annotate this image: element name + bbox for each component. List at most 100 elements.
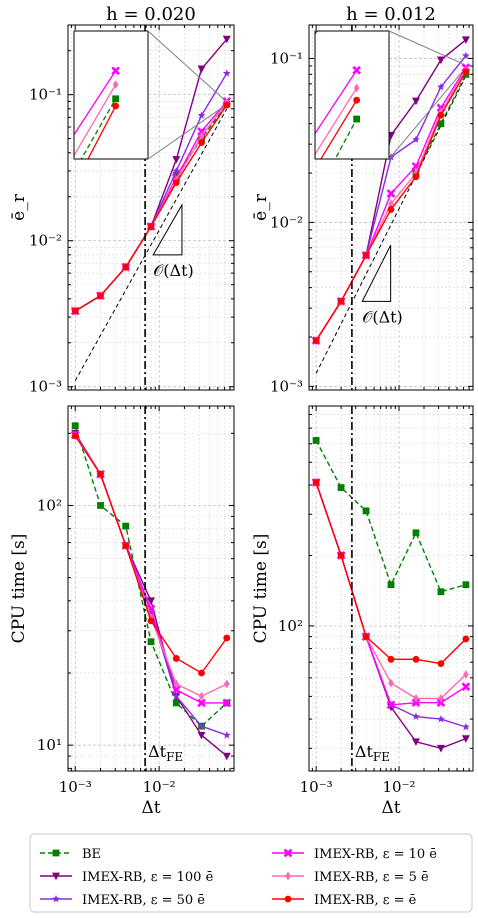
- panel-title: h = 0.012: [346, 4, 436, 25]
- data-point: [147, 617, 155, 625]
- legend-item-imex-rb-5: IMEX-RB, ε = 5 ē: [272, 870, 429, 885]
- data-point: [437, 82, 445, 91]
- data-point: [462, 51, 470, 59]
- inset-data-point: [111, 66, 120, 76]
- y-tick-label: 10⁻³: [270, 377, 303, 395]
- data-point: [172, 692, 181, 700]
- x-tick-label: 10⁻²: [143, 778, 176, 796]
- legend-marker: [285, 871, 291, 881]
- data-point: [411, 97, 420, 106]
- series-imex-rb: [312, 68, 470, 345]
- panel-cpu-h012: ΔtFE 10² 10⁻³ 10⁻² Δt CPU time [s]: [251, 405, 474, 818]
- data-point: [461, 36, 470, 44]
- data-point: [461, 735, 470, 743]
- data-point: [223, 634, 231, 642]
- data-point: [388, 678, 394, 688]
- series-imex-rb-10: [311, 478, 471, 710]
- legend-item-imex-rb-100: IMEX-RB, ε = 100 ē: [40, 870, 214, 885]
- data-point: [412, 135, 420, 143]
- inset-frame: [73, 30, 149, 160]
- series-be: [312, 437, 470, 596]
- data-point: [147, 223, 155, 230]
- inset-series-line: [74, 84, 117, 157]
- legend-label: IMEX-RB, ε = ē: [314, 893, 417, 908]
- data-point: [387, 581, 395, 589]
- data-point: [172, 167, 181, 175]
- grid: [309, 406, 473, 771]
- legend-item-be: BE: [40, 847, 101, 862]
- series-imex-rb-50: [312, 478, 470, 731]
- y-tick-label: 10²: [278, 617, 303, 635]
- panel-err-h012: 𝒪(Δt) 10⁻³ 10⁻² 10⁻¹ ē_r h = 0.012: [251, 4, 474, 395]
- data-point: [172, 172, 180, 179]
- data-point: [437, 715, 445, 723]
- y-tick-label: 10¹: [37, 736, 62, 754]
- data-point: [197, 698, 206, 708]
- y-axis-label: ē_r: [251, 193, 271, 221]
- y-tick-label: 10⁻²: [270, 213, 303, 231]
- inset-series-line: [315, 69, 358, 135]
- plot-area: [311, 437, 471, 753]
- legend-item-imex-rb-10: IMEX-RB, ε = 10 ē: [272, 847, 437, 862]
- data-point: [223, 101, 231, 109]
- data-point: [337, 484, 345, 491]
- data-point: [462, 68, 470, 76]
- y-tick-label: 10²: [37, 496, 62, 514]
- data-point: [222, 698, 232, 708]
- data-point: [437, 120, 445, 128]
- data-point: [198, 669, 205, 677]
- data-point: [388, 199, 394, 209]
- data-point: [197, 65, 206, 74]
- data-point: [71, 432, 79, 440]
- inset-data-point: [353, 96, 361, 104]
- data-point: [222, 731, 231, 739]
- x-axis-label: Δt: [381, 798, 400, 818]
- legend-label: IMEX-RB, ε = 5 ē: [314, 870, 429, 885]
- data-point: [173, 679, 180, 689]
- inset-series-line: [74, 70, 117, 136]
- y-tick-label: 10⁻³: [29, 378, 62, 396]
- legend-marker: [52, 895, 60, 903]
- slope-triangle: [152, 202, 183, 256]
- data-point: [197, 722, 206, 730]
- data-point: [387, 206, 395, 213]
- data-point: [462, 635, 470, 643]
- legend-marker: [52, 872, 60, 881]
- legend-frame: [29, 833, 473, 913]
- inset-background: [74, 31, 148, 159]
- legend-marker: [52, 849, 60, 857]
- data-point: [386, 700, 396, 710]
- x-tick-label: 10⁻³: [59, 778, 92, 796]
- data-point: [436, 56, 445, 65]
- data-point: [463, 670, 469, 679]
- legend-label: IMEX-RB, ε = 50 ē: [82, 893, 205, 908]
- inset-frame: [314, 30, 390, 160]
- inset-connector: [147, 106, 224, 160]
- x-tick-label: 10⁻²: [383, 778, 416, 796]
- series-imex-rb: [71, 101, 231, 315]
- zoom-inset: [314, 30, 463, 160]
- data-point: [412, 712, 420, 720]
- data-point: [222, 752, 231, 761]
- x-axis-label: Δt: [141, 798, 160, 818]
- inset-series-line: [80, 98, 117, 159]
- data-point: [413, 694, 419, 703]
- y-axis-label: CPU time [s]: [9, 534, 29, 644]
- data-point: [147, 638, 155, 646]
- data-point: [222, 35, 231, 44]
- inset-series-line: [320, 99, 358, 159]
- data-point: [172, 179, 180, 186]
- inset-data-point: [353, 83, 360, 93]
- data-point: [97, 292, 104, 300]
- inset-data-point: [112, 80, 119, 90]
- data-point: [122, 542, 130, 550]
- data-point: [198, 139, 205, 146]
- inset-data-point: [352, 65, 361, 75]
- inset-series-line: [334, 118, 358, 159]
- data-point: [412, 529, 420, 537]
- data-point: [197, 731, 206, 740]
- data-point: [172, 699, 180, 707]
- data-point: [437, 660, 445, 668]
- data-point: [436, 744, 445, 753]
